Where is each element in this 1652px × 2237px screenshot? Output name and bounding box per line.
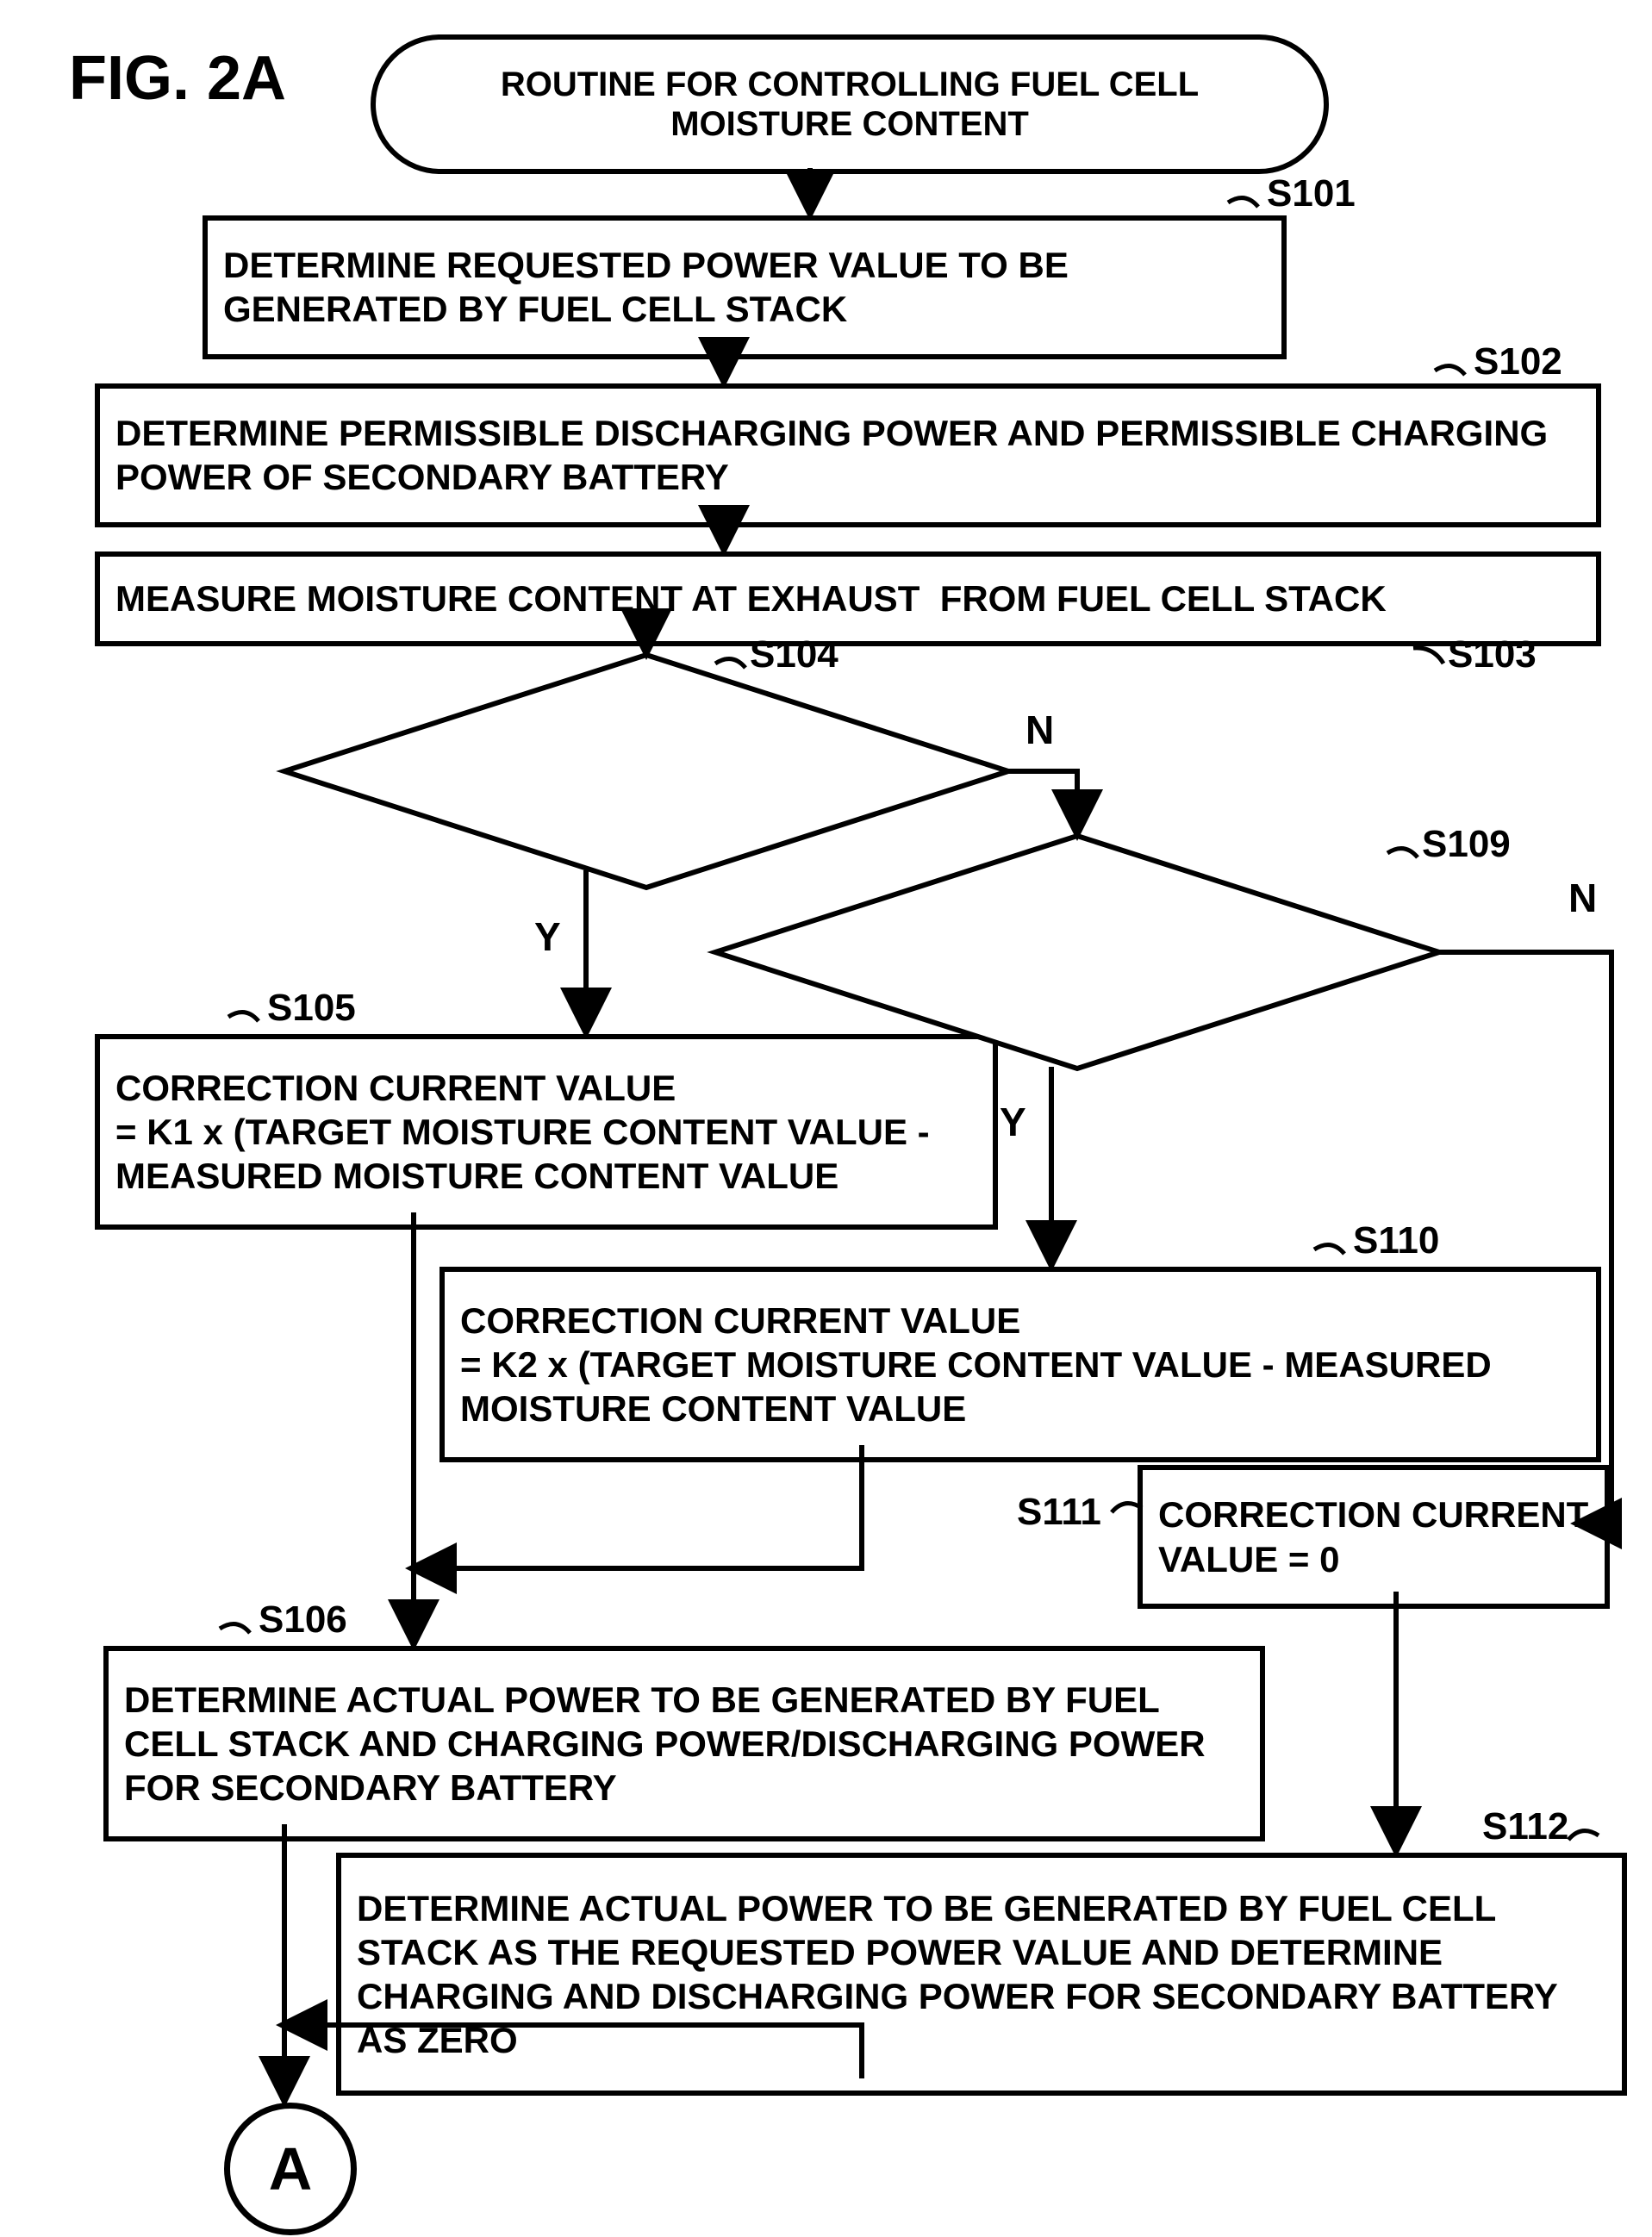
decision-s104-shape	[284, 655, 1008, 888]
connectors-layer	[0, 0, 1652, 2237]
decision-s109-shape	[715, 836, 1439, 1069]
